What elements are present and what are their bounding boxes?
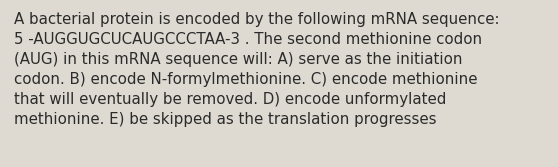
Text: A bacterial protein is encoded by the following mRNA sequence:
5 -AUGGUGCUCAUGCC: A bacterial protein is encoded by the fo… [14, 12, 499, 127]
